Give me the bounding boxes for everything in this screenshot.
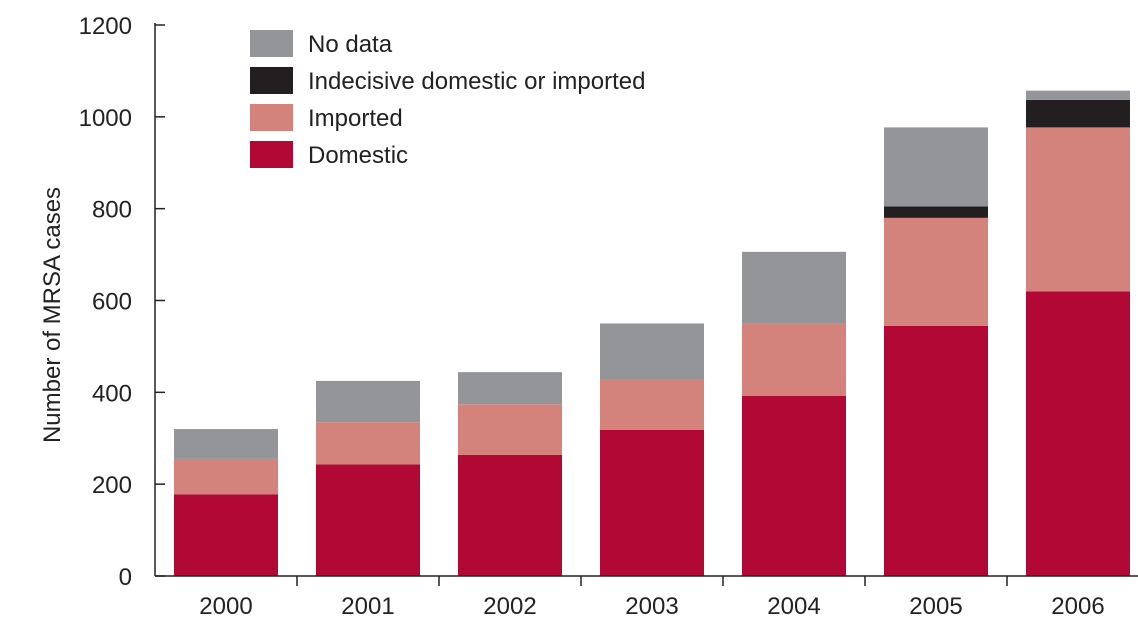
legend-swatch-indecisive-domestic-or-imported [250,67,293,94]
bar-imported-2001 [316,422,420,465]
bar-no-data-2006 [1026,90,1130,100]
bar-domestic-2005 [884,325,988,576]
y-tick-label-800: 800 [92,197,132,224]
legend-swatch-domestic [250,141,293,168]
legend-swatch-no-data [250,30,293,57]
y-tick-label-400: 400 [92,380,132,407]
legend-label-domestic: Domestic [308,142,408,169]
bar-domestic-2000 [174,494,278,576]
legend-label-no-data: No data [308,31,393,58]
y-tick-label-600: 600 [92,289,132,316]
bar-domestic-2004 [742,396,846,576]
bar-imported-2005 [884,217,988,326]
y-axis-title: Number of MRSA cases [39,187,66,443]
y-tick-label-1200: 1200 [79,13,132,40]
bar-indecisive-domestic-or-imported-2006 [1026,99,1130,128]
y-tick-label-0: 0 [119,564,132,591]
bar-no-data-2003 [600,323,704,380]
bar-no-data-2001 [316,380,420,423]
x-tick-label-2000: 2000 [199,593,252,620]
axes-layer: 0 200 400 600 800 1000 1200 2000 2001 2002 2003 200… [79,13,1138,620]
legend: No data Indecisive domestic or imported Im… [250,30,645,169]
x-tick-label-2004: 2004 [767,593,820,620]
legend-label-indecisive-domestic-or-imported: Indecisive domestic or imported [308,68,645,95]
bar-domestic-2006 [1026,291,1130,576]
bar-indecisive-domestic-or-imported-2005 [884,206,988,218]
legend-swatch-imported [250,104,293,131]
x-tick-label-2001: 2001 [341,593,394,620]
bar-imported-2000 [174,458,278,495]
bar-domestic-2003 [600,429,704,576]
bar-imported-2003 [600,379,704,430]
bar-no-data-2002 [458,372,562,405]
bar-imported-2002 [458,404,562,455]
bar-no-data-2004 [742,251,846,324]
bar-imported-2006 [1026,127,1130,292]
x-tick-label-2005: 2005 [909,593,962,620]
y-tick-label-200: 200 [92,472,132,499]
bar-imported-2004 [742,323,846,397]
x-tick-label-2003: 2003 [625,593,678,620]
x-tick-label-2006: 2006 [1051,593,1104,620]
y-tick-label-1000: 1000 [79,105,132,132]
bar-domestic-2001 [316,464,420,576]
bar-no-data-2000 [174,429,278,459]
legend-label-imported: Imported [308,105,403,132]
bars-layer [174,90,1130,576]
bar-domestic-2002 [458,454,562,576]
x-tick-label-2002: 2002 [483,593,536,620]
bar-no-data-2005 [884,127,988,207]
